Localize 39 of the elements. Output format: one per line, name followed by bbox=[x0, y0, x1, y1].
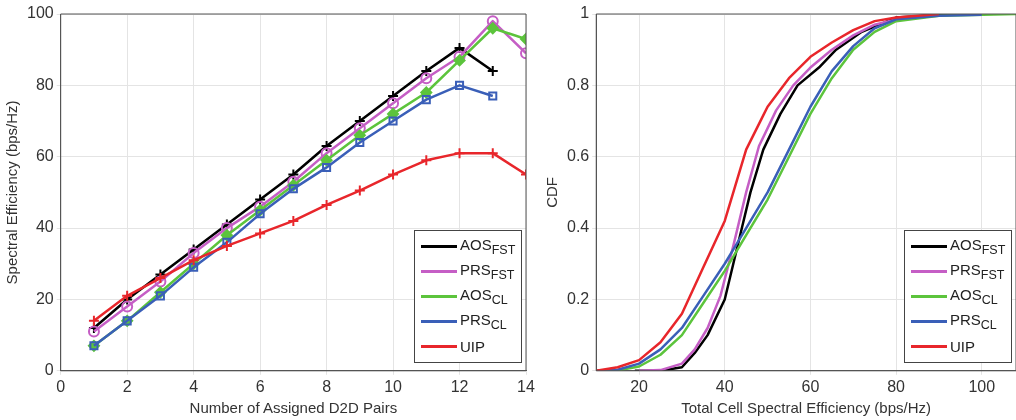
x-tick-label: 0 bbox=[56, 377, 66, 395]
x-tick-label: 100 bbox=[968, 377, 996, 395]
y-axis-title: Spectral Efficiency (bps/Hz) bbox=[3, 100, 21, 285]
legend-label: UIP bbox=[460, 337, 486, 355]
y-axis-title: CDF bbox=[543, 176, 561, 208]
x-tick-label: 14 bbox=[517, 377, 535, 395]
legend-label: AOS$_{FST}$ bbox=[950, 235, 1006, 257]
legend-label: UIP bbox=[950, 337, 976, 355]
y-tick-label: 20 bbox=[35, 289, 54, 307]
legend-label: AOS$_{CL}$ bbox=[950, 285, 998, 307]
y-tick-label: 0.4 bbox=[566, 218, 590, 236]
x-tick-label: 10 bbox=[384, 377, 403, 395]
legend-label: PRS$_{CL}$ bbox=[460, 310, 507, 332]
y-tick-label: 40 bbox=[35, 218, 54, 236]
x-tick-label: 40 bbox=[715, 377, 734, 395]
legend-label: PRS$_{CL}$ bbox=[950, 310, 997, 332]
y-tick-label: 100 bbox=[26, 4, 54, 22]
x-tick-label: 6 bbox=[255, 377, 265, 395]
x-tick-label: 4 bbox=[189, 377, 199, 395]
x-tick-label: 2 bbox=[122, 377, 132, 395]
y-tick-label: 80 bbox=[35, 75, 54, 93]
legend-label: PRS$_{FST}$ bbox=[460, 260, 515, 282]
y-tick-label: 0.8 bbox=[566, 75, 590, 93]
legend-label: PRS$_{FST}$ bbox=[950, 260, 1005, 282]
x-tick-label: 12 bbox=[450, 377, 469, 395]
y-tick-label: 0 bbox=[580, 361, 590, 379]
y-tick-label: 1 bbox=[580, 4, 590, 22]
legend-label: AOS$_{FST}$ bbox=[460, 235, 516, 257]
x-tick-label: 60 bbox=[801, 377, 820, 395]
y-tick-label: 60 bbox=[35, 147, 54, 165]
x-axis-title: Total Cell Spectral Efficiency (bps/Hz) bbox=[681, 399, 932, 417]
y-tick-label: 0.2 bbox=[566, 289, 590, 307]
x-tick-label: 20 bbox=[630, 377, 649, 395]
y-tick-label: 0.6 bbox=[566, 147, 590, 165]
x-tick-label: 8 bbox=[322, 377, 332, 395]
legend-label: AOS$_{CL}$ bbox=[460, 285, 508, 307]
y-tick-label: 0 bbox=[44, 361, 54, 379]
x-tick-label: 80 bbox=[887, 377, 906, 395]
x-axis-title: Number of Assigned D2D Pairs bbox=[189, 399, 398, 417]
